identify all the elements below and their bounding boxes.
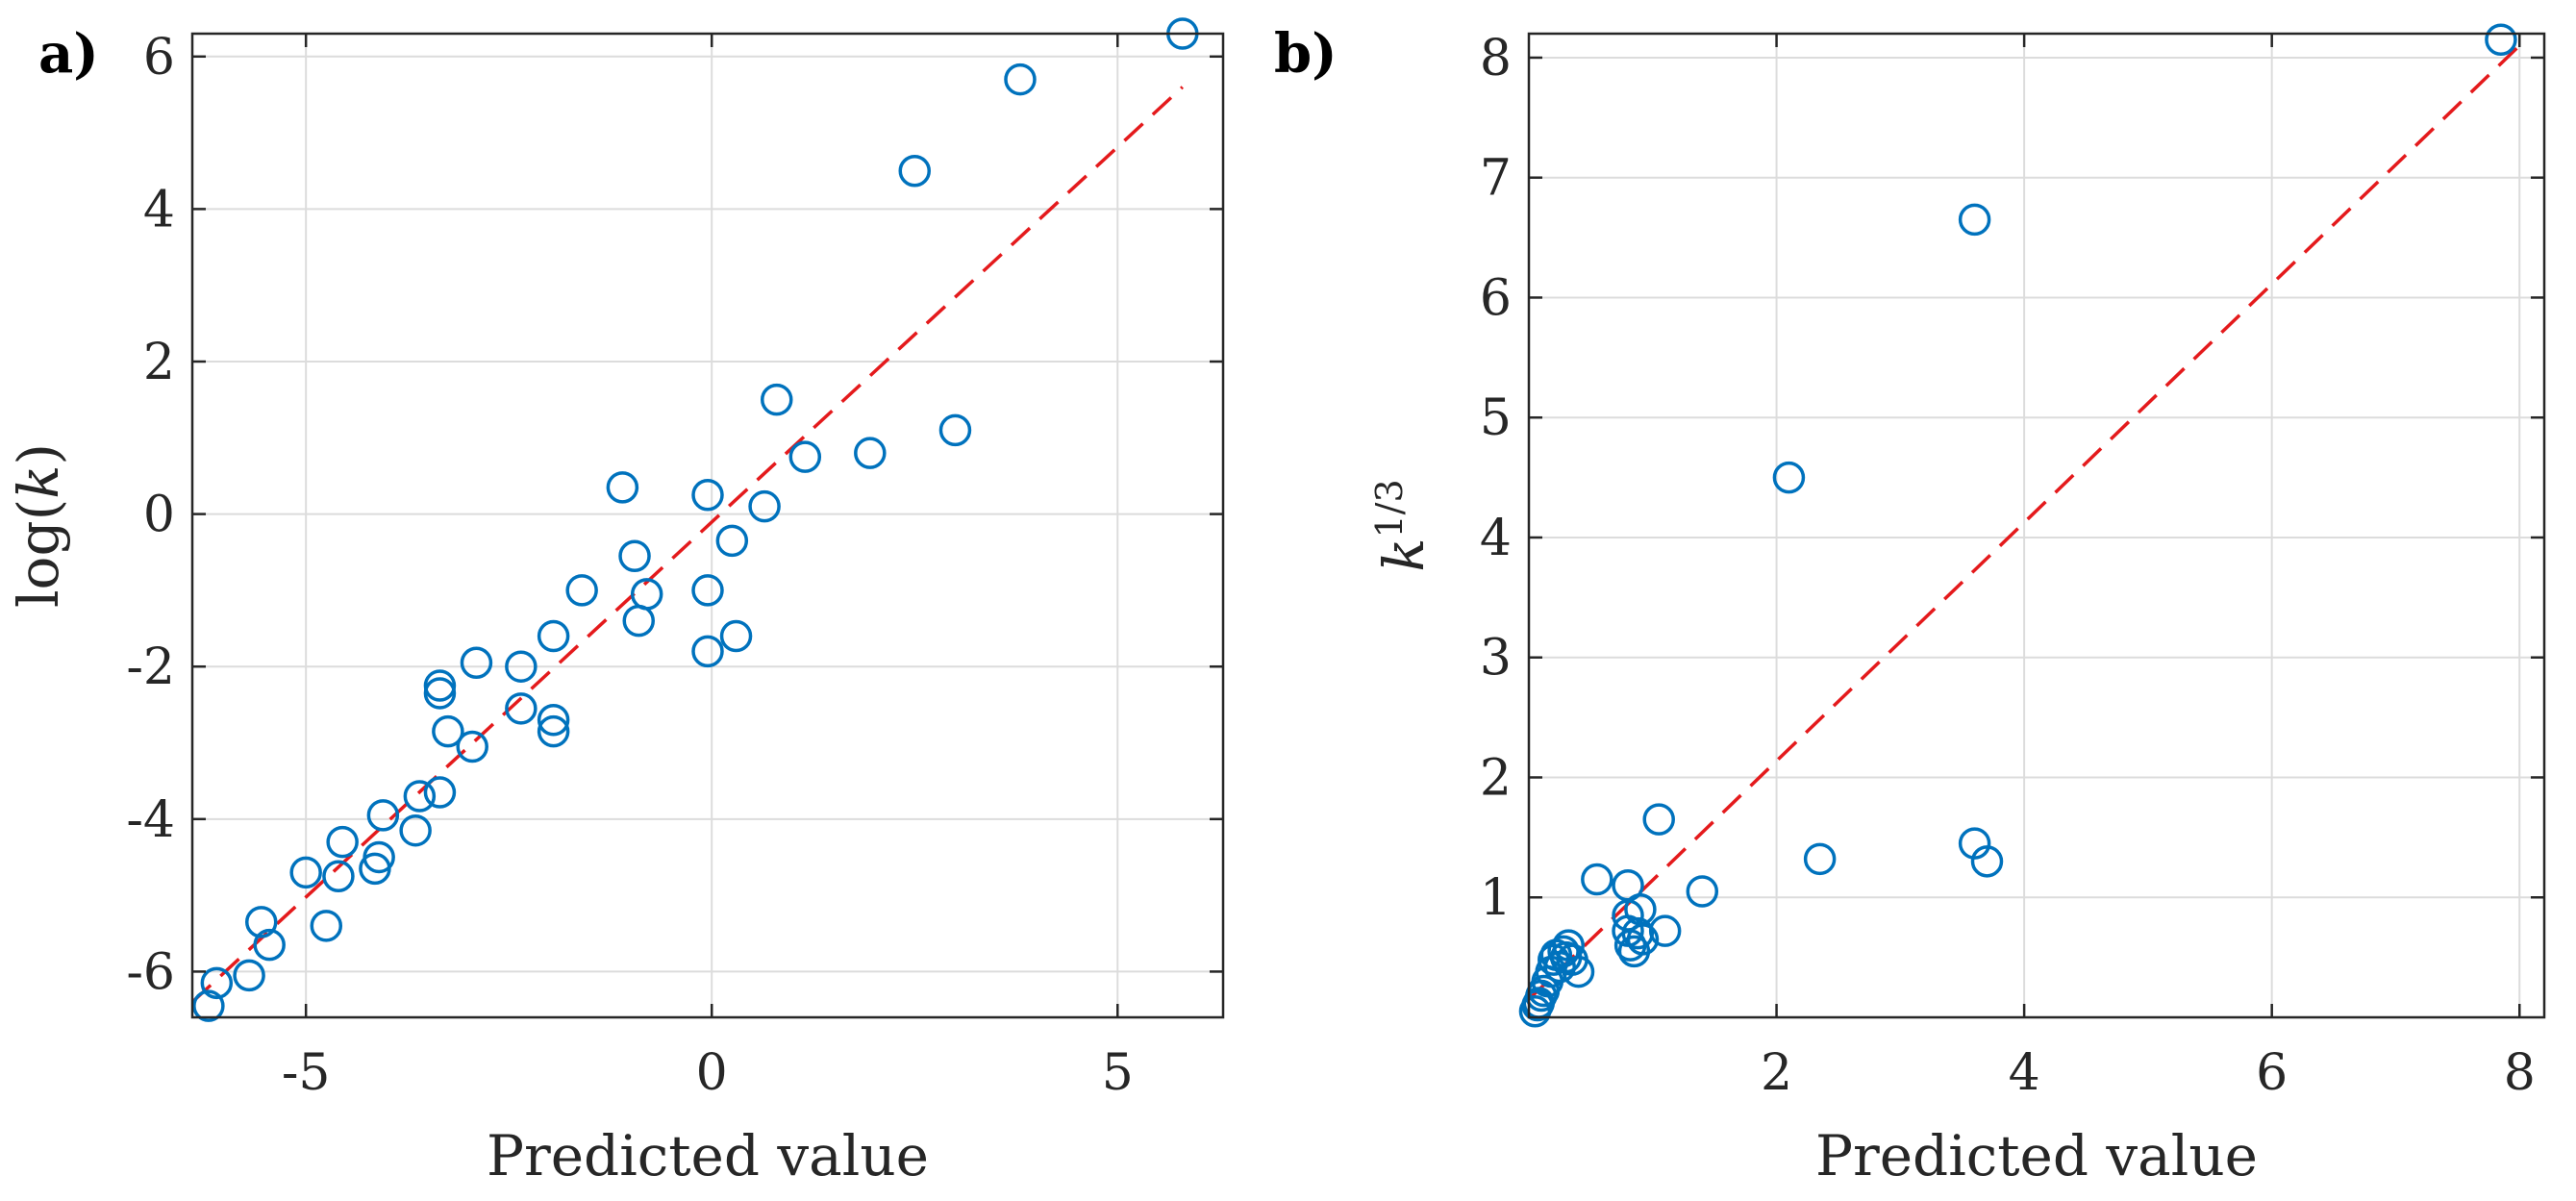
axes-box <box>1527 32 2546 1019</box>
data-point <box>456 730 488 763</box>
x-tick-label: 4 <box>2009 1044 2040 1102</box>
x-tick-label: 6 <box>2256 1044 2288 1102</box>
x-tick-label: 5 <box>1102 1044 1134 1102</box>
x-tick-label: 0 <box>696 1044 728 1102</box>
data-point <box>423 669 457 702</box>
data-point <box>565 574 598 607</box>
data-point <box>2485 23 2517 56</box>
data-point <box>898 154 931 188</box>
data-point <box>715 524 749 558</box>
data-point <box>399 813 432 847</box>
y-tick-label: 2 <box>1480 749 1512 807</box>
y-tick-label: 7 <box>1480 150 1512 208</box>
y-tick-label: -6 <box>126 943 175 1001</box>
y-tick-label: -4 <box>126 791 175 849</box>
panel-label: b) <box>1274 22 1338 86</box>
data-point <box>1642 803 1675 836</box>
y-axis-title-var: k <box>6 465 71 499</box>
data-point <box>691 574 724 607</box>
x-axis-title: Predicted value <box>487 1123 929 1188</box>
panel-label: a) <box>38 22 99 86</box>
data-point <box>403 780 437 813</box>
data-point <box>622 604 656 638</box>
data-point <box>1958 203 1991 237</box>
y-tick-label: 6 <box>143 29 175 87</box>
data-point <box>606 471 639 504</box>
data-point <box>1626 923 1660 956</box>
data-point <box>310 910 343 942</box>
y-axis-title: log(k) <box>6 443 71 608</box>
panel-a: -5 0 5 -6 -4 -2 0 2 4 6 Predicted value log(k) a) <box>6 17 1225 1188</box>
reference-line <box>190 86 1184 1004</box>
data-point <box>854 437 887 469</box>
data-point <box>537 619 570 653</box>
data-point <box>366 799 400 832</box>
y-tick-label: 5 <box>1480 389 1512 447</box>
data-point <box>253 928 286 962</box>
data-point <box>432 714 464 748</box>
y-tick-label: 0 <box>143 487 175 544</box>
data-point <box>326 825 359 859</box>
data-point <box>1970 845 2004 878</box>
y-tick-label: 3 <box>1480 630 1512 688</box>
data-point <box>1648 914 1682 947</box>
data-point <box>630 578 663 611</box>
data-point <box>505 650 538 683</box>
y-axis-title-post: ) <box>6 443 71 465</box>
data-point <box>289 856 322 889</box>
data-point <box>691 479 724 512</box>
y-tick-label: 4 <box>1480 510 1512 567</box>
data-point <box>719 619 753 653</box>
data-point <box>192 989 225 1022</box>
data-point <box>1772 461 1806 494</box>
data-point <box>322 860 355 893</box>
y-axis-title-var: k <box>1371 538 1437 572</box>
x-axis-title: Predicted value <box>1815 1123 2258 1188</box>
y-tick-label: 6 <box>1480 269 1512 327</box>
data-point <box>748 489 781 523</box>
data-point <box>788 440 822 473</box>
data-point <box>1581 863 1613 896</box>
data-point <box>423 776 457 809</box>
x-tick-label: 2 <box>1761 1044 1792 1102</box>
data-point <box>200 966 234 1000</box>
data-point <box>537 714 570 748</box>
y-tick-label: -2 <box>126 638 175 696</box>
data-point <box>537 703 570 737</box>
data-point <box>423 677 457 710</box>
data-point <box>1562 955 1595 988</box>
data-point <box>1686 875 1719 908</box>
data-point <box>244 906 278 938</box>
data-point <box>760 383 793 416</box>
y-tick-label: 8 <box>1480 30 1512 88</box>
data-point <box>505 692 538 725</box>
y-axis-title-pre: log( <box>6 499 71 608</box>
data-point <box>618 539 651 572</box>
data-point <box>938 413 972 447</box>
x-tick-label: 8 <box>2504 1044 2536 1102</box>
data-point <box>363 840 395 874</box>
panel-b: 2 4 6 8 1 2 3 4 5 6 7 8 Predicted value k1/3 b) <box>1274 22 2546 1188</box>
data-point <box>460 646 493 679</box>
data-point <box>1803 842 1837 876</box>
y-tick-label: 4 <box>143 181 175 238</box>
data-point <box>691 635 724 668</box>
x-tick-label: -5 <box>282 1044 331 1102</box>
y-tick-label: 1 <box>1480 869 1512 927</box>
axes-box <box>190 32 1225 1019</box>
data-point <box>233 959 265 992</box>
data-point <box>1004 63 1037 96</box>
y-tick-label: 2 <box>143 334 175 391</box>
y-axis-title-superscript: 1/3 <box>1368 479 1411 538</box>
y-axis-title: k1/3 <box>1368 479 1437 571</box>
